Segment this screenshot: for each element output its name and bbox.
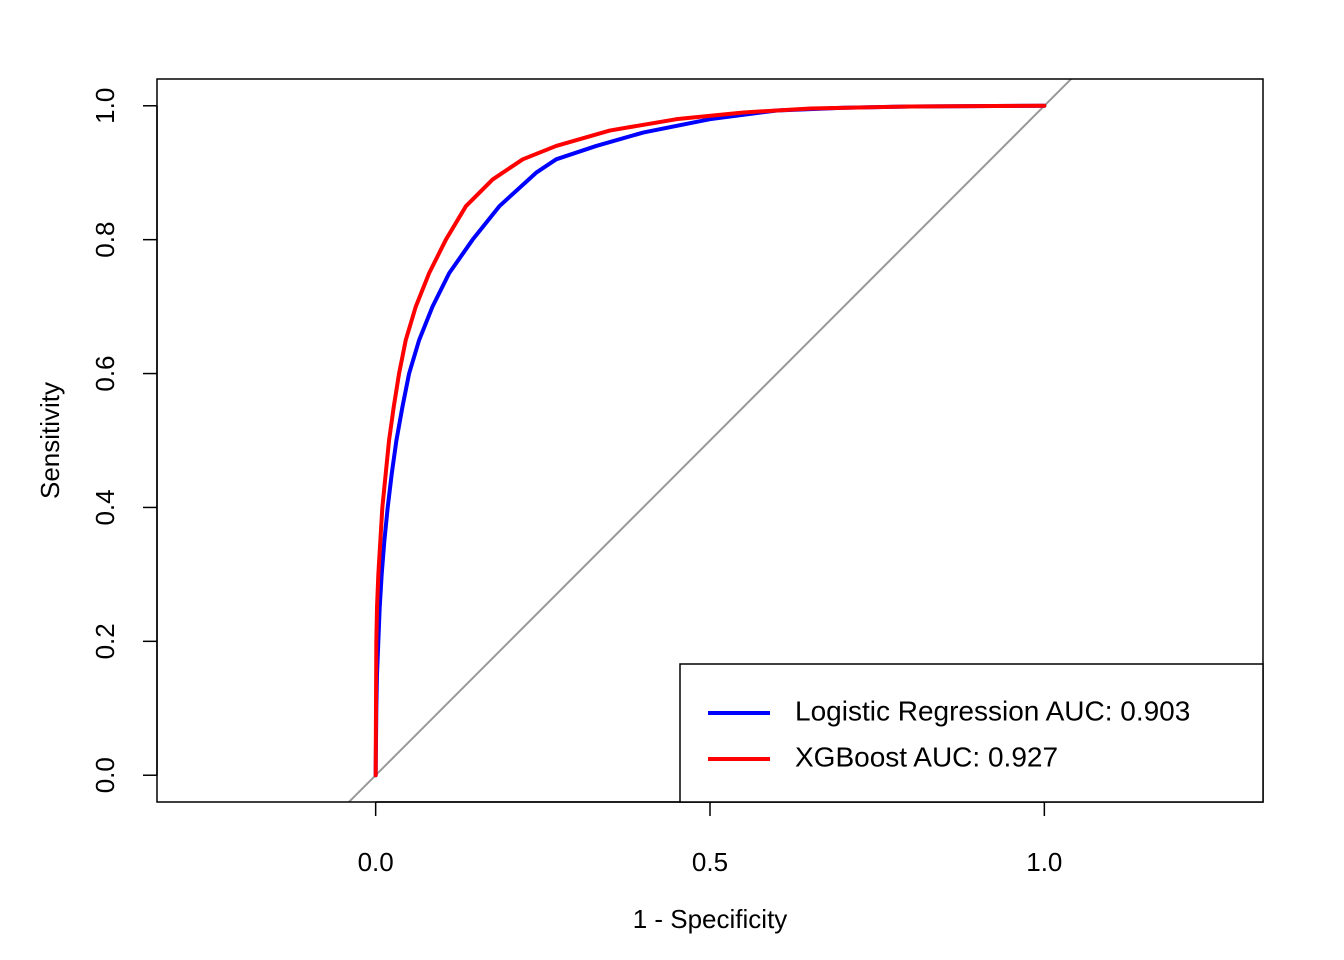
reference-diagonal-line [347, 79, 1073, 802]
legend-box [679, 663, 1264, 803]
series-line-2 [373, 103, 1047, 778]
x-tick-label: 1.0 [1026, 847, 1062, 877]
y-tick-label: 0.4 [90, 489, 120, 525]
y-tick-label: 0.8 [90, 222, 120, 258]
y-tick-label: 0.2 [90, 623, 120, 659]
x-tick-label: 0.5 [692, 847, 728, 877]
y-tick-label: 1.0 [90, 88, 120, 124]
series-line-1 [373, 103, 1047, 778]
y-tick-label: 0.6 [90, 355, 120, 391]
x-tick-label: 0.0 [358, 847, 394, 877]
legend-label-2: XGBoost AUC: 0.927 [795, 741, 1058, 772]
legend-label-1: Logistic Regression AUC: 0.903 [795, 695, 1190, 726]
y-tick-label: 0.0 [90, 757, 120, 793]
x-axis-title: 1 - Specificity [633, 904, 788, 934]
y-axis-title: Sensitivity [35, 382, 65, 499]
